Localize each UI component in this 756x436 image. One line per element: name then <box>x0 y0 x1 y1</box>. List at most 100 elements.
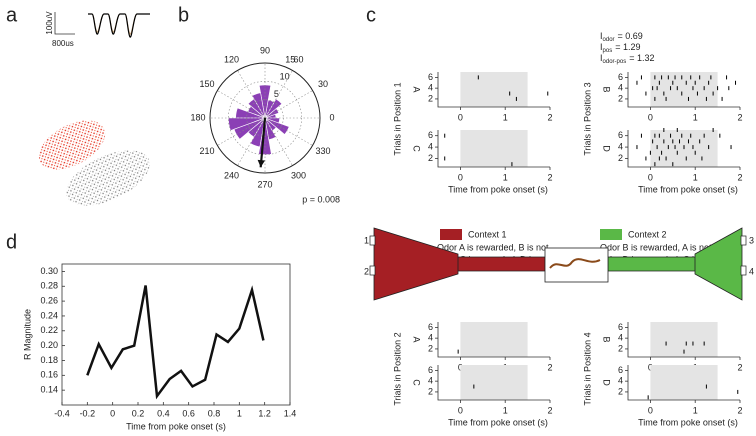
rat <box>549 258 601 269</box>
polar-grid <box>228 81 302 155</box>
context1-swatch <box>440 229 462 240</box>
port <box>740 235 747 246</box>
x-axis-label: Time from poke onset (s) <box>638 184 738 194</box>
x-tick-label: 0.8 <box>208 408 221 418</box>
y-tick-label: 0.30 <box>40 266 58 276</box>
row-label: D <box>602 379 612 386</box>
y-tick-label: 6 <box>428 322 433 332</box>
scale-label: 100uV <box>45 11 54 35</box>
angle-label: 300 <box>291 170 306 180</box>
y-tick-label: 0.26 <box>40 295 58 305</box>
row-label: C <box>412 145 422 152</box>
stat-sub: odor <box>603 37 615 43</box>
y-tick-label: 4 <box>428 141 433 151</box>
x-axis-label: Time from poke onset (s) <box>126 421 226 431</box>
x-tick-label: 1 <box>693 172 698 182</box>
y-tick-label: 2 <box>618 153 623 163</box>
scale-bar <box>54 12 75 35</box>
axes <box>437 130 550 168</box>
polar-spoke <box>217 90 266 119</box>
odor-period <box>460 72 528 107</box>
odor-period <box>460 365 528 400</box>
stat-value: = 0.69 <box>618 31 643 41</box>
arrow-head <box>257 159 265 168</box>
y-axis-label: Trials in Position 2 <box>392 332 402 405</box>
axes <box>437 365 550 401</box>
row-label: B <box>602 86 612 92</box>
port-label: 3 <box>749 235 754 245</box>
y-tick-label: 0.24 <box>40 310 58 320</box>
x-tick-label: 0.4 <box>157 408 170 418</box>
x-tick-label: 0 <box>458 172 463 182</box>
y-tick-label: 4 <box>618 333 623 343</box>
axes <box>627 322 740 358</box>
row-label: A <box>412 336 422 342</box>
x-tick-label: 2 <box>547 112 552 122</box>
port <box>369 265 376 276</box>
context2-swatch <box>600 229 622 240</box>
angle-label: 240 <box>224 170 239 180</box>
odor-period <box>460 322 528 357</box>
y-tick-label: 6 <box>428 365 433 375</box>
y-tick-label: 0.14 <box>40 385 58 395</box>
mean-vector <box>259 117 267 168</box>
x-tick-label: 0 <box>648 112 653 122</box>
odor-period <box>650 72 718 107</box>
angle-label: 150 <box>199 79 214 89</box>
x-tick-label: 2 <box>737 405 742 415</box>
y-tick-label: 0.16 <box>40 370 58 380</box>
context-title: Context 2 <box>628 229 667 239</box>
context-rule: Odor A is rewarded, B is not <box>437 242 549 252</box>
waveform <box>88 13 150 35</box>
y-tick-label: 4 <box>618 83 623 93</box>
port-label: 4 <box>749 266 754 276</box>
y-tick-label: 6 <box>618 322 623 332</box>
x-tick-label: 1 <box>503 112 508 122</box>
x-tick-label: 0 <box>110 408 115 418</box>
polar-spoke <box>264 70 293 119</box>
angle-label: 120 <box>224 54 239 64</box>
stat-symbol: I <box>600 42 603 52</box>
x-tick-label: 1.4 <box>284 408 297 418</box>
polar-spoke <box>264 117 313 146</box>
y-tick-label: 4 <box>428 333 433 343</box>
x-tick-label: -0.2 <box>80 408 96 418</box>
row-label: B <box>602 336 612 342</box>
polar-spoke <box>237 117 266 166</box>
angle-label: 90 <box>260 45 270 55</box>
stat: Iodor-pos = 1.32 <box>600 53 654 64</box>
x-tick-label: 0 <box>648 172 653 182</box>
y-tick-label: 4 <box>618 141 623 151</box>
line <box>86 285 265 400</box>
y-tick-label: 6 <box>618 130 623 140</box>
angle-label: 180 <box>190 112 205 122</box>
x-tick-label: 2 <box>737 362 742 372</box>
y-tick-label: 0.18 <box>40 355 58 365</box>
stat-sub: pos <box>603 48 613 54</box>
panel-label: c <box>366 4 376 26</box>
maze: Context 1 Odor A is rewarded, B is not O… <box>364 227 754 301</box>
axes <box>627 365 740 401</box>
cluster-gray <box>66 150 150 206</box>
stat: Ipos = 1.29 <box>600 42 640 53</box>
angle-label: 0 <box>329 112 334 122</box>
y-axis-label: Trials in Position 1 <box>392 82 402 155</box>
axes <box>627 130 740 168</box>
port <box>740 265 747 276</box>
x-tick-label: 0.6 <box>182 408 195 418</box>
stat-value: = 1.32 <box>629 53 654 63</box>
polar-spoke <box>264 117 293 166</box>
row-label: A <box>412 86 422 92</box>
cluster-red <box>38 120 106 170</box>
waveform <box>88 13 150 38</box>
x-tick-label: 0.2 <box>132 408 145 418</box>
port-label: 2 <box>364 266 369 276</box>
axes <box>437 72 550 108</box>
stat-value: = 1.29 <box>615 42 640 52</box>
x-tick-label: 1 <box>503 172 508 182</box>
axes-box <box>61 263 291 406</box>
stat-symbol: I <box>600 31 603 41</box>
y-axis-label: Trials in Position 4 <box>582 332 592 405</box>
x-tick-label: 2 <box>547 172 552 182</box>
stat: Iodor = 0.69 <box>600 31 643 42</box>
